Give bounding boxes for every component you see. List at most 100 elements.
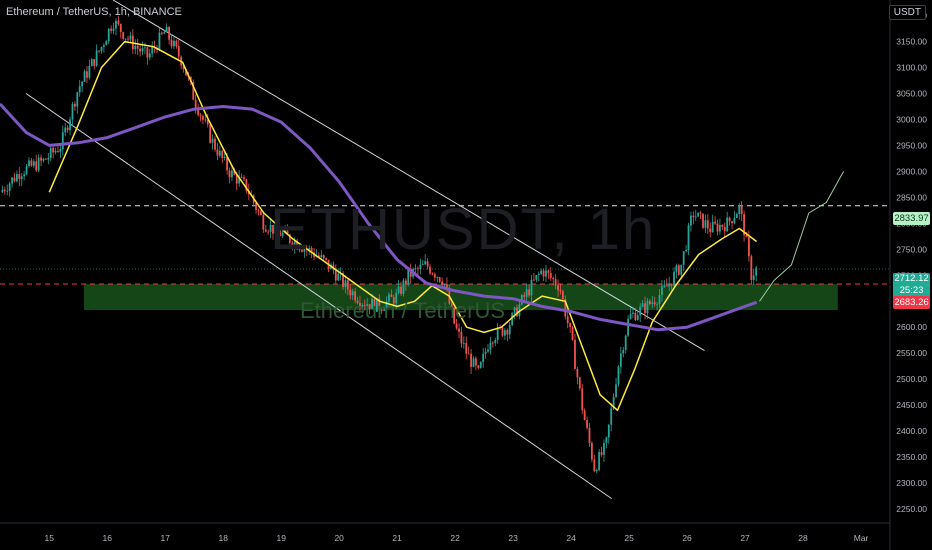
candle-body <box>322 255 325 259</box>
candle-body <box>42 158 45 161</box>
candle-body <box>706 220 709 229</box>
candle-body <box>569 322 572 328</box>
candle-body <box>716 223 719 232</box>
x-axis-tick-label: 17 <box>161 533 171 543</box>
candle-body <box>513 307 516 314</box>
candle-body <box>680 264 683 275</box>
candle-body <box>303 248 306 252</box>
candle-body <box>71 103 74 120</box>
candle-body <box>235 174 238 184</box>
candle-body <box>245 179 248 191</box>
candle-body <box>496 327 499 340</box>
candle-body <box>682 251 685 265</box>
candle-body <box>144 47 146 49</box>
candle-body <box>373 298 376 312</box>
candle-body <box>438 277 441 282</box>
candle-body <box>561 291 564 300</box>
candle-body <box>540 270 543 274</box>
candle-body <box>269 224 272 232</box>
last-price-value: 2712.12 <box>894 273 929 284</box>
candle-body <box>354 291 357 301</box>
candle-body <box>81 81 84 87</box>
candle-body <box>566 316 569 323</box>
candle-body <box>740 205 743 215</box>
candle-body <box>738 205 741 214</box>
candle-body <box>93 59 96 66</box>
candle-body <box>32 161 35 166</box>
candle-body <box>711 221 714 233</box>
candle-body <box>264 229 267 232</box>
y-axis-tick-label: 3000.00 <box>896 114 927 124</box>
chart-title: Ethereum / TetherUS, 1h, BINANCE <box>6 6 182 18</box>
candle-body <box>583 410 586 421</box>
candle-body <box>240 176 243 178</box>
slow-moving-average-line <box>0 102 758 332</box>
candle-body <box>40 157 42 161</box>
candle-body <box>429 266 431 274</box>
candle-body <box>218 150 221 156</box>
y-axis-tick-label: 2750.00 <box>896 244 927 254</box>
candle-body <box>634 312 637 320</box>
symbol-watermark: ETHUSDT, 1h <box>270 197 657 262</box>
candle-body <box>407 269 410 285</box>
candle-body <box>632 312 634 314</box>
candle-body <box>554 279 557 286</box>
candle-body <box>489 342 492 350</box>
candle-body <box>629 313 632 319</box>
candle-body <box>665 285 668 287</box>
candle-body <box>424 261 427 265</box>
candle-body <box>78 86 81 93</box>
candle-body <box>185 68 187 76</box>
candle-body <box>98 50 100 52</box>
candle-body <box>54 150 57 153</box>
y-axis-tick-label: 2500.00 <box>896 374 927 384</box>
candle-body <box>49 147 52 158</box>
candle-body <box>426 261 429 267</box>
candle-body <box>508 324 511 335</box>
candle-body <box>648 300 651 305</box>
candle-body <box>504 330 506 336</box>
candle-body <box>441 281 444 286</box>
x-axis-tick-label: 20 <box>334 533 344 543</box>
candle-body <box>743 214 745 236</box>
candle-body <box>223 156 226 159</box>
candle-body <box>610 408 613 425</box>
candle-body <box>547 270 550 273</box>
candle-body <box>202 115 204 120</box>
candle-body <box>624 335 627 350</box>
candle-body <box>636 315 639 320</box>
candle-body <box>346 280 349 290</box>
currency-badge[interactable]: USDT <box>888 5 926 20</box>
candle-body <box>673 271 675 286</box>
candle-body <box>574 339 576 369</box>
candle-body <box>262 214 265 230</box>
candle-body <box>699 212 702 214</box>
candle-body <box>600 452 603 455</box>
candle-body <box>146 47 149 58</box>
y-axis-tick-label: 3150.00 <box>896 37 927 47</box>
x-axis-tick-label: 28 <box>798 533 808 543</box>
candle-body <box>475 358 477 366</box>
candle-body <box>694 216 697 218</box>
x-axis-tick-label: 22 <box>450 533 460 543</box>
candle-body <box>450 303 453 308</box>
y-axis-tick-label: 2550.00 <box>896 348 927 358</box>
candle-body <box>6 190 9 192</box>
candle-body <box>88 66 91 78</box>
candle-body <box>115 20 117 29</box>
x-axis-tick-label: 15 <box>45 533 55 543</box>
candle-body <box>752 275 755 280</box>
candle-body <box>11 177 13 184</box>
y-axis-tick-label: 2850.00 <box>896 192 927 202</box>
candle-body <box>267 231 270 233</box>
x-axis-tick-label: 26 <box>682 533 692 543</box>
candle-body <box>581 388 584 411</box>
candle-body <box>646 300 649 314</box>
candle-body <box>320 255 323 258</box>
candle-body <box>228 170 231 178</box>
candle-body <box>397 286 400 293</box>
candle-body <box>214 138 216 150</box>
fast-moving-average-line <box>48 40 758 412</box>
candle-body <box>69 119 71 131</box>
